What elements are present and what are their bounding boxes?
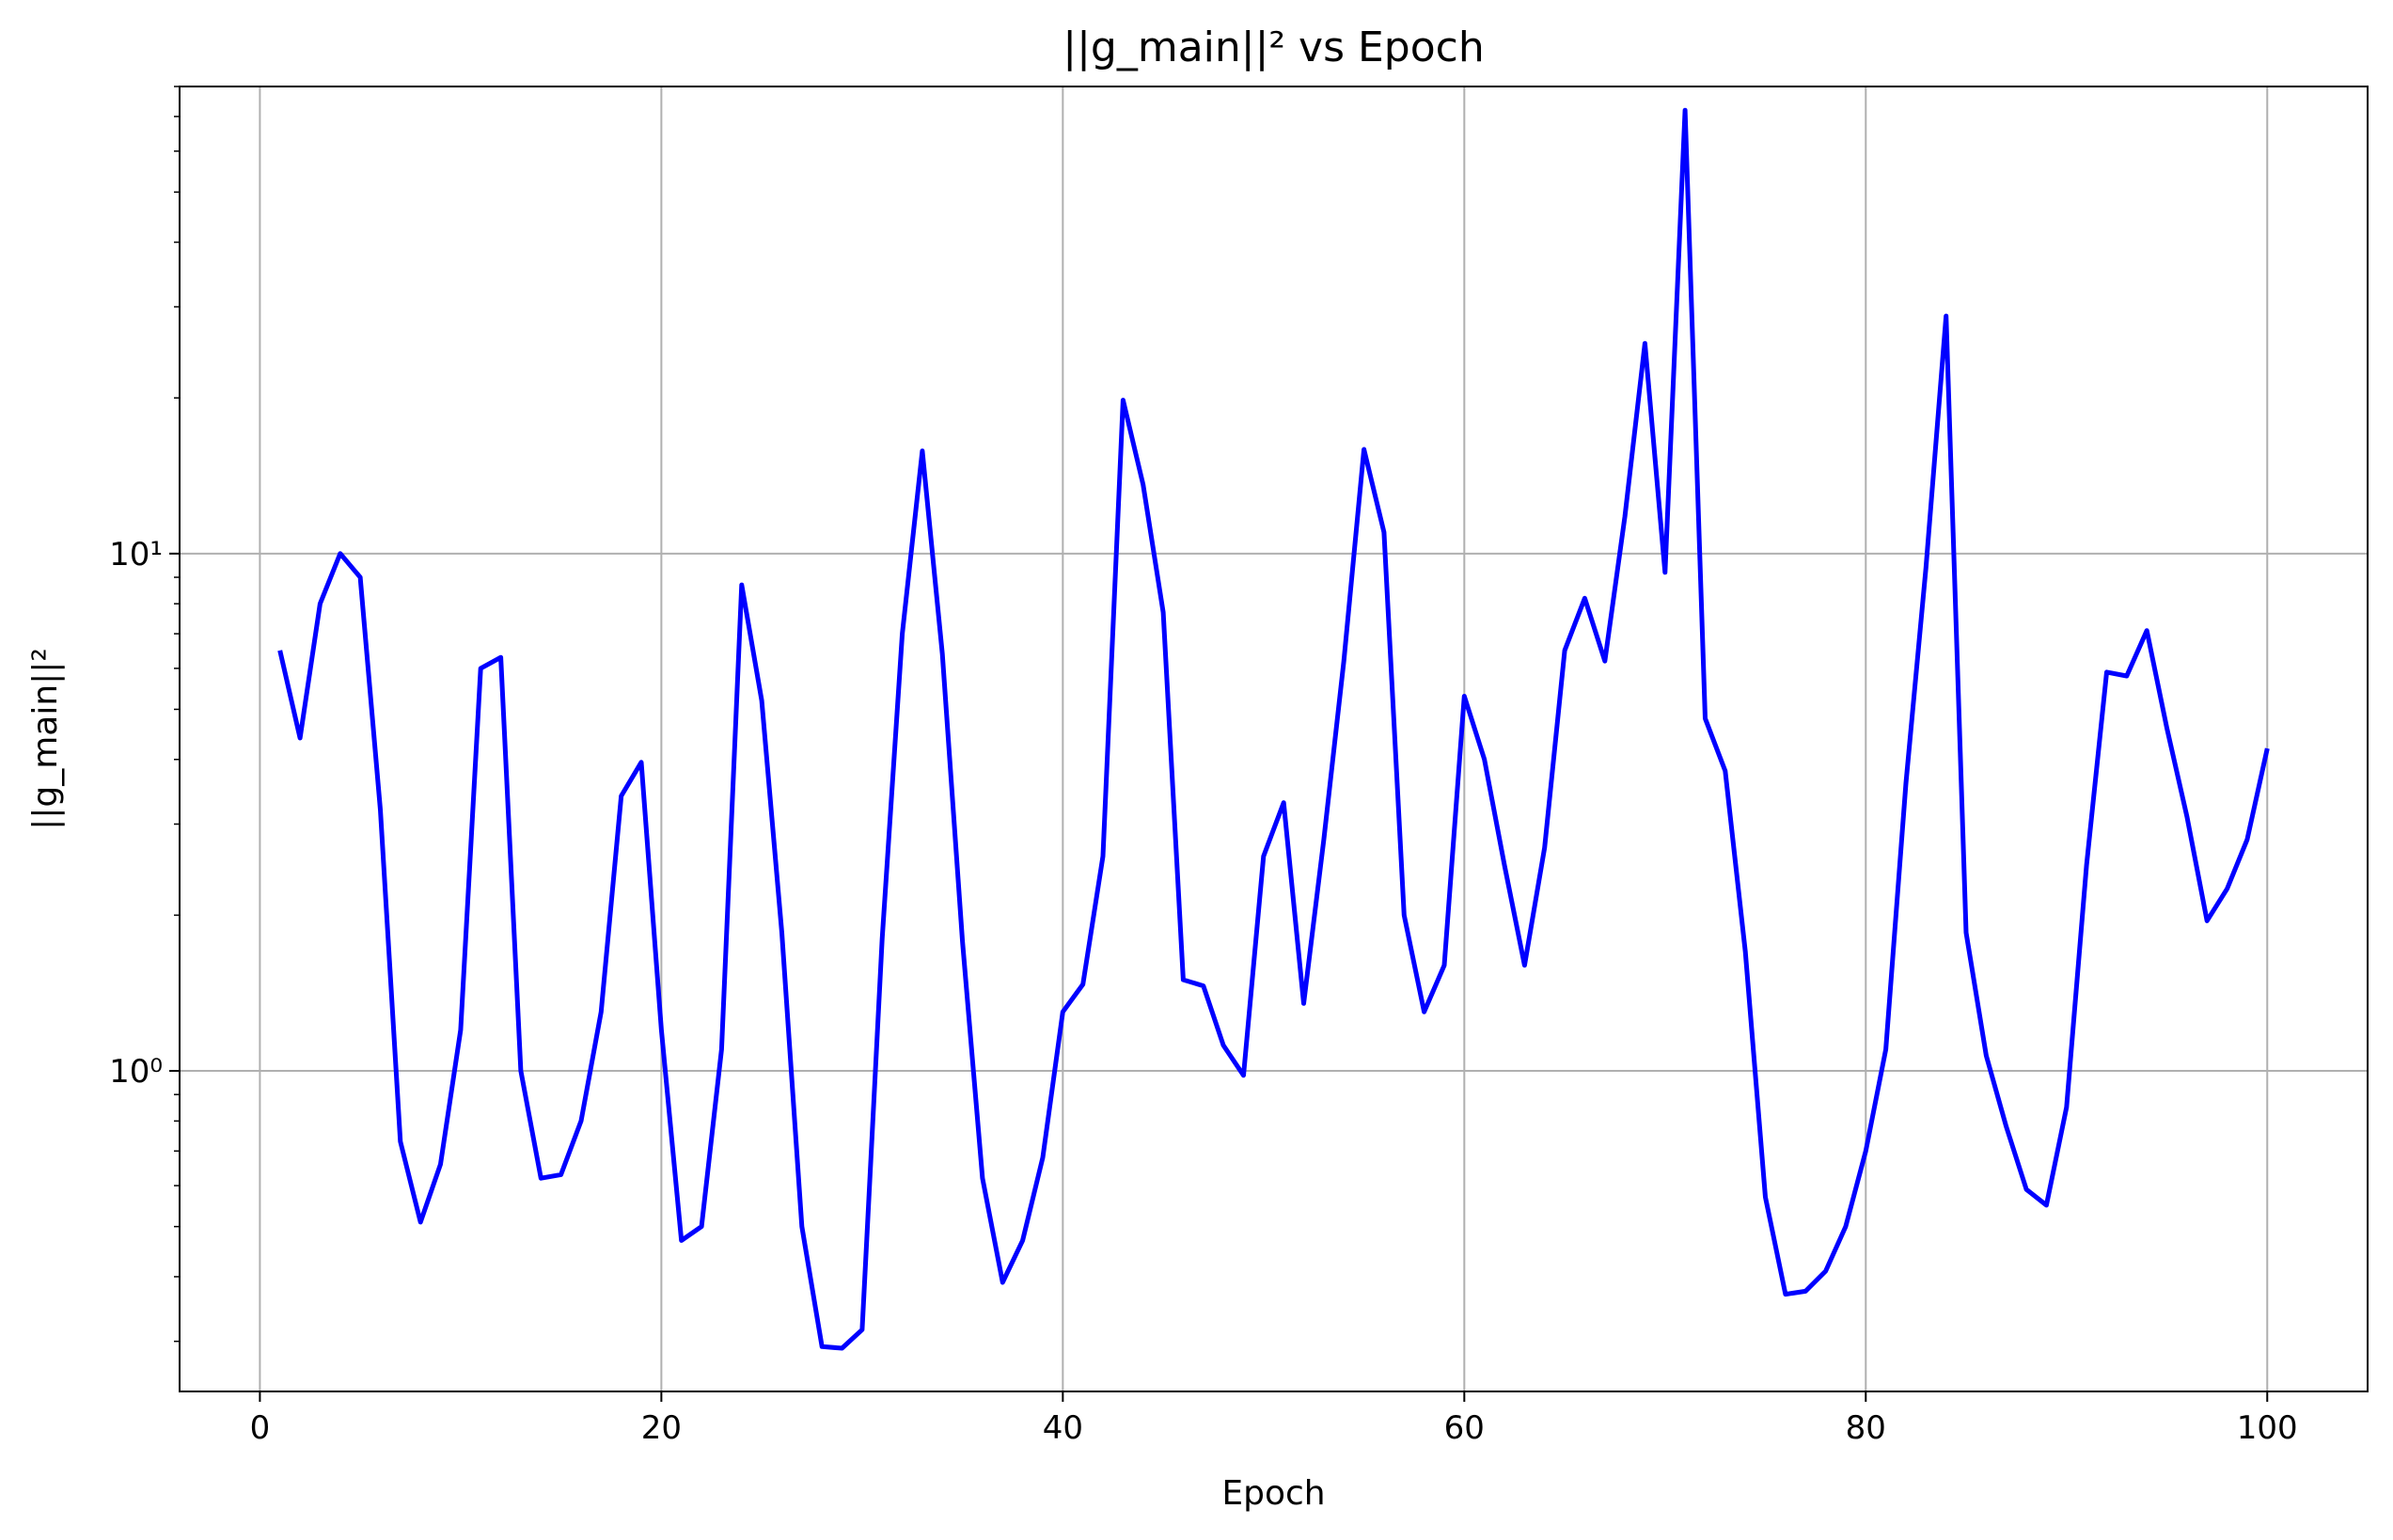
x-tick-label: 80 bbox=[1846, 1409, 1886, 1447]
x-tick-label: 40 bbox=[1043, 1409, 1083, 1447]
y-tick-label: 10¹ bbox=[109, 536, 163, 574]
x-axis-label: Epoch bbox=[1221, 1474, 1325, 1513]
x-tick-label: 0 bbox=[250, 1409, 271, 1447]
axis-ticks: 0 20 40 60 80 100 10⁰ 10¹ bbox=[109, 86, 2298, 1447]
plot-frame bbox=[179, 86, 2369, 1392]
series-layer bbox=[277, 107, 2270, 1351]
y-tick-label: 10⁰ bbox=[109, 1053, 163, 1091]
grid-lines bbox=[180, 86, 2368, 1391]
x-tick-label: 20 bbox=[641, 1409, 682, 1447]
x-tick-label: 60 bbox=[1444, 1409, 1485, 1447]
chart-title: ||g_main||² vs Epoch bbox=[1063, 24, 1484, 71]
series-line bbox=[277, 107, 2270, 1351]
y-axis-label: ||g_main||² bbox=[26, 648, 65, 830]
x-tick-label: 100 bbox=[2237, 1409, 2298, 1447]
